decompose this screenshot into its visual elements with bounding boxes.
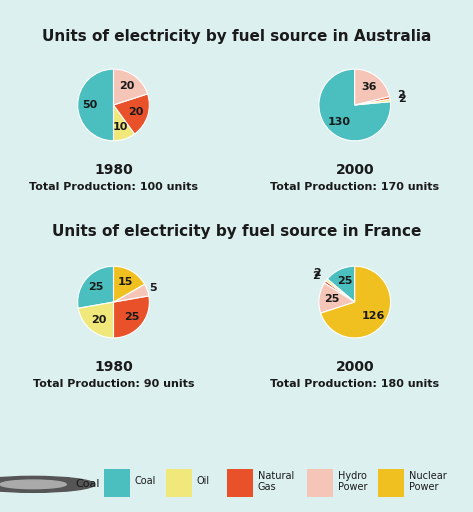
Text: Units of electricity by fuel source in Australia: Units of electricity by fuel source in A… [42,29,431,44]
Text: 2000: 2000 [335,163,374,177]
Wedge shape [78,302,114,338]
Text: Nuclear
Power: Nuclear Power [409,471,447,492]
Text: Coal: Coal [76,479,100,489]
Text: 2: 2 [314,268,321,278]
Wedge shape [114,94,149,134]
Text: 2: 2 [398,94,405,104]
Text: 126: 126 [362,311,385,321]
Wedge shape [355,69,390,105]
Wedge shape [355,96,390,105]
FancyBboxPatch shape [307,469,333,497]
Text: 20: 20 [120,81,135,91]
Text: 25: 25 [123,312,139,322]
Text: 36: 36 [361,81,377,92]
Text: Hydro
Power: Hydro Power [338,471,368,492]
Text: Natural
Gas: Natural Gas [258,471,294,492]
Circle shape [0,476,95,493]
Text: 1980: 1980 [94,163,133,177]
Wedge shape [319,283,355,313]
Text: 10: 10 [113,122,128,132]
Text: Total Production: 180 units: Total Production: 180 units [270,379,439,389]
FancyBboxPatch shape [166,469,192,497]
Wedge shape [327,266,355,302]
Text: Total Production: 90 units: Total Production: 90 units [33,379,194,389]
Text: 5: 5 [149,283,157,293]
Text: 2000: 2000 [335,360,374,374]
Wedge shape [319,69,391,141]
Text: Oil: Oil [196,476,210,486]
Wedge shape [355,99,390,105]
Circle shape [0,480,66,488]
Text: 15: 15 [117,277,133,287]
Text: 130: 130 [328,117,350,127]
Wedge shape [321,266,391,338]
Text: 1980: 1980 [94,360,133,374]
Text: 25: 25 [324,294,339,304]
FancyBboxPatch shape [378,469,404,497]
Wedge shape [114,105,135,141]
Wedge shape [324,281,355,302]
Wedge shape [114,284,149,302]
Text: Total Production: 170 units: Total Production: 170 units [270,182,439,192]
Text: Total Production: 100 units: Total Production: 100 units [29,182,198,192]
Text: 2: 2 [397,91,405,100]
FancyBboxPatch shape [227,469,253,497]
Text: 25: 25 [88,282,104,292]
Wedge shape [114,266,145,302]
Wedge shape [78,266,114,308]
Wedge shape [78,69,114,141]
Text: Units of electricity by fuel source in France: Units of electricity by fuel source in F… [52,224,421,239]
Text: 20: 20 [128,107,143,117]
Text: 50: 50 [83,100,98,110]
Wedge shape [114,296,149,338]
Text: 20: 20 [91,315,106,325]
Wedge shape [114,69,148,105]
Text: Coal: Coal [135,476,156,486]
Wedge shape [326,279,355,302]
Text: 2: 2 [312,271,319,281]
Text: 25: 25 [337,276,352,286]
FancyBboxPatch shape [104,469,130,497]
